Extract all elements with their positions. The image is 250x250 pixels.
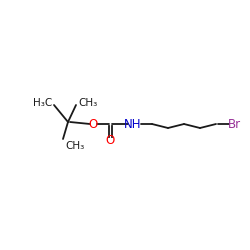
Text: O: O — [88, 118, 98, 130]
Text: NH: NH — [124, 118, 142, 130]
Text: H₃C: H₃C — [33, 98, 52, 108]
Text: CH₃: CH₃ — [78, 98, 97, 108]
Text: Br: Br — [228, 118, 240, 130]
Text: O: O — [106, 134, 114, 146]
Text: CH₃: CH₃ — [65, 141, 84, 151]
